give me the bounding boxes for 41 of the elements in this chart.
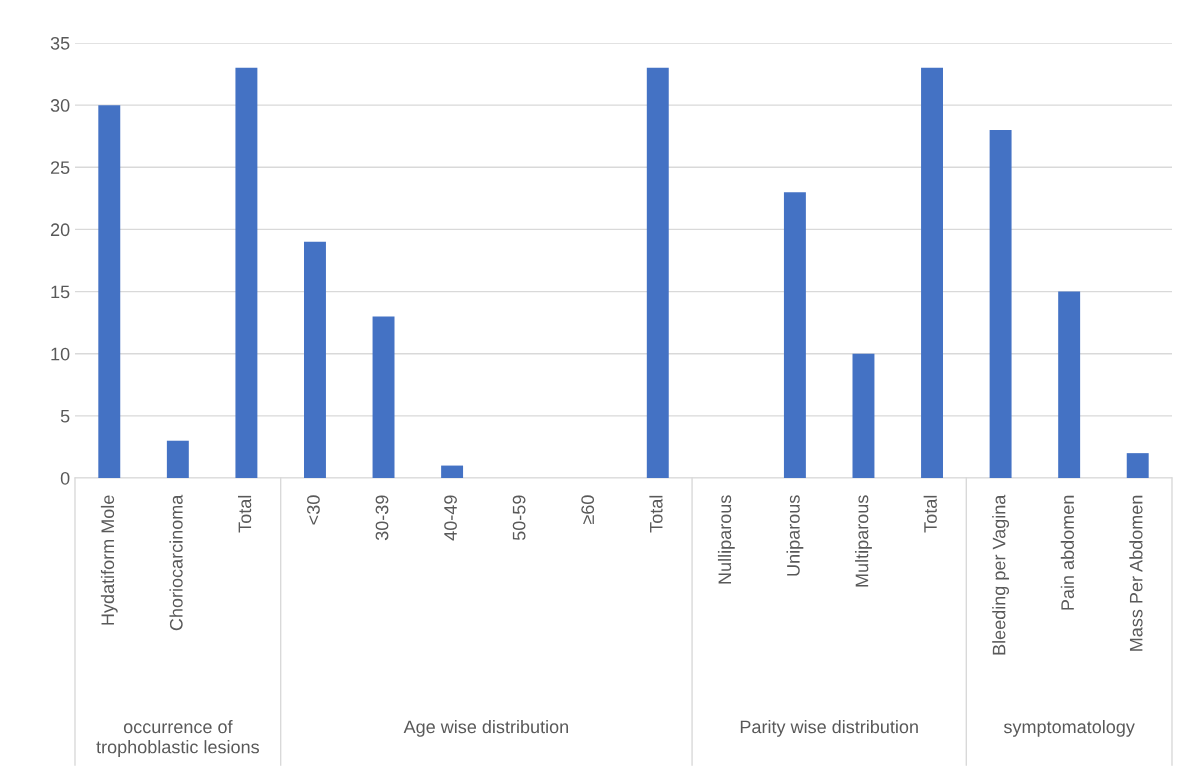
bar: [98, 105, 121, 478]
y-tick-label: 20: [50, 223, 70, 237]
x-tick-label: ≥60: [581, 495, 595, 525]
x-tick-label: Multiparous: [855, 495, 872, 587]
x-tick-label: Mass Per Abdomen: [1129, 495, 1143, 651]
y-tick-label: 35: [50, 36, 70, 50]
y-tick-label: 15: [51, 285, 70, 299]
bar: [441, 465, 464, 478]
bar: [921, 67, 943, 478]
y-tick-label: 0: [60, 471, 70, 485]
text: occurrence of trophoblastic lesions: [96, 720, 259, 757]
y-tick-label: 30: [50, 99, 70, 112]
x-tick-label: Hydatiform Mole: [100, 495, 118, 625]
y-tick-label: 10: [51, 347, 70, 361]
x-tick-label: <30: [307, 495, 320, 525]
x-tick-label: Uniparous: [786, 495, 804, 576]
bar: [646, 67, 669, 478]
x-tick-label: Nulliparous: [717, 495, 735, 584]
x-tick-label: 30-39: [375, 495, 389, 541]
y-tick-label: 5: [60, 409, 70, 423]
y-tick-label: 25: [50, 161, 70, 175]
bar: [304, 241, 326, 478]
text: Age wise distribution: [403, 720, 568, 737]
bar: [783, 192, 806, 478]
x-tick-label: Choriocarcinoma: [169, 494, 183, 631]
x-tick-label: 50-59: [512, 495, 526, 541]
text: symptomatology: [1003, 720, 1135, 737]
x-tick-label: 40-49: [444, 495, 457, 541]
x-tick-label: Total: [923, 495, 937, 533]
text: Parity wise distribution: [740, 720, 918, 737]
x-tick-label: Bleeding per Vagina: [992, 494, 1010, 655]
bar: [166, 440, 189, 478]
x-tick-label: Total: [649, 495, 663, 533]
bar: [852, 353, 875, 478]
bar: [235, 67, 258, 478]
bar: [1058, 291, 1081, 478]
bar: [1126, 453, 1149, 478]
bar: [372, 316, 395, 478]
x-tick-label: Pain abdomen: [1060, 495, 1074, 610]
x-tick-label: Total: [237, 495, 252, 533]
bar: [989, 130, 1012, 478]
